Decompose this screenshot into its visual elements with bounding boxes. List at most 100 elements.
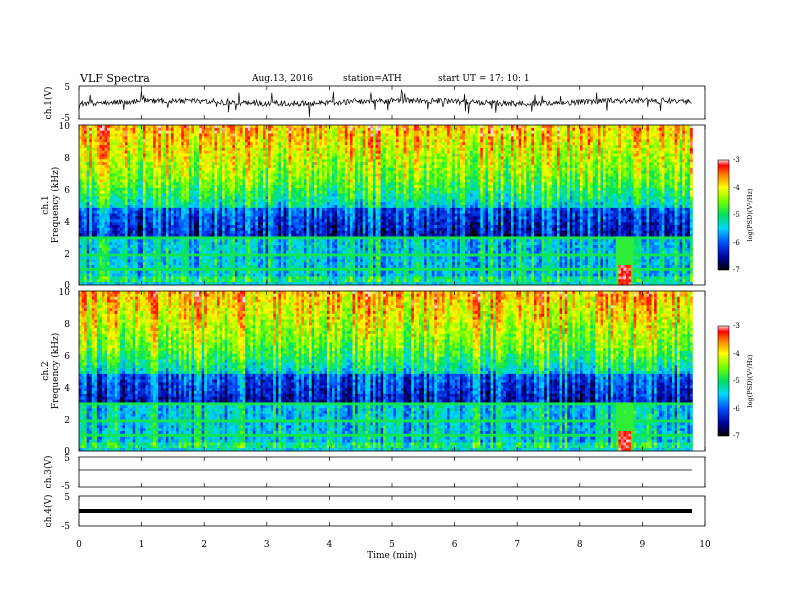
spectrogram-cell — [94, 194, 97, 197]
spectrogram-cell — [122, 236, 125, 239]
spectrogram-cell — [82, 131, 85, 134]
spectrogram-cell — [115, 136, 118, 139]
spectrogram-cell — [125, 125, 128, 128]
spectrogram-cell — [94, 154, 97, 157]
spectrogram-cell — [125, 268, 128, 271]
spectrogram-cell — [89, 208, 92, 211]
spectrogram-cell — [125, 279, 128, 282]
spectrogram-cell — [107, 154, 110, 157]
spectrogram-cell — [115, 208, 118, 211]
spectrogram-cell — [128, 131, 131, 134]
spectrogram-cell — [117, 188, 120, 191]
spectrogram-cell — [130, 251, 133, 254]
spectrogram-cell — [84, 134, 87, 137]
spectrogram-cell — [115, 151, 118, 154]
spectrogram-cell — [92, 239, 95, 242]
spectrogram-cell — [110, 191, 113, 194]
spectrogram-cell — [84, 136, 87, 139]
spectrogram-cell — [87, 194, 90, 197]
spectrogram-cell — [94, 136, 97, 139]
spectrogram-cell — [128, 151, 131, 154]
spectrogram-cell — [99, 174, 102, 177]
spectrogram-cell — [122, 239, 125, 242]
spectrogram-cell — [87, 182, 90, 185]
spectrogram-cell — [87, 231, 90, 234]
spectrogram-cell — [130, 174, 133, 177]
spectrogram-cell — [107, 156, 110, 159]
spectrogram-cell — [110, 216, 113, 219]
spectrogram-cell — [117, 245, 120, 248]
spectrogram-cell — [94, 191, 97, 194]
spectrogram-cell — [107, 194, 110, 197]
spectrogram-cell — [110, 262, 113, 265]
spectrogram-cell — [92, 191, 95, 194]
spectrogram-cell — [130, 256, 133, 259]
spectrogram-cell — [112, 271, 115, 274]
spectrogram-cell — [92, 142, 95, 145]
spectrogram-cell — [94, 174, 97, 177]
spectrogram-cell — [117, 276, 120, 279]
spectrogram-cell — [117, 131, 120, 134]
spectrogram-cell — [89, 196, 92, 199]
spectrogram-cell — [112, 222, 115, 225]
spectrogram-cell — [115, 188, 118, 191]
spectrogram-cell — [130, 165, 133, 168]
spectrogram-cell — [117, 142, 120, 145]
spectrogram-cell — [122, 274, 125, 277]
spectrogram-cell — [92, 148, 95, 151]
spectrogram-cell — [97, 236, 100, 239]
spectrogram-cell — [89, 276, 92, 279]
spectrogram-cell — [107, 216, 110, 219]
spectrogram-cell — [82, 202, 85, 205]
spectrogram-cell — [97, 171, 100, 174]
spectrogram-cell — [115, 219, 118, 222]
spectrogram-cell — [79, 188, 82, 191]
spectrogram-cell — [105, 265, 108, 268]
spectrogram-cell — [112, 268, 115, 271]
spectrogram-cell — [125, 171, 128, 174]
spectrogram-cell — [125, 205, 128, 208]
spectrogram-cell — [105, 222, 108, 225]
spectrogram-cell — [102, 179, 105, 182]
spectrogram-cell — [125, 222, 128, 225]
spectrogram-cell — [120, 222, 123, 225]
spectrogram-cell — [120, 234, 123, 237]
spectrogram-cell — [99, 276, 102, 279]
spectrogram-cell — [79, 219, 82, 222]
spectrogram-cell — [99, 268, 102, 271]
spectrogram-cell — [130, 216, 133, 219]
spectrogram-cell — [102, 242, 105, 245]
spectrogram-cell — [97, 139, 100, 142]
spectrogram-cell — [130, 225, 133, 228]
spectrogram-cell — [130, 188, 133, 191]
spectrogram-cell — [115, 168, 118, 171]
spectrogram-cell — [82, 154, 85, 157]
spectrogram-cell — [115, 245, 118, 248]
spectrogram-cell — [99, 242, 102, 245]
spectrogram-cell — [117, 199, 120, 202]
spectrogram-cell — [105, 225, 108, 228]
spectrogram-cell — [79, 202, 82, 205]
spectrogram-cell — [97, 251, 100, 254]
spectrogram-cell — [128, 251, 131, 254]
spectrogram-cell — [97, 131, 100, 134]
spectrogram-cell — [89, 219, 92, 222]
spectrogram-cell — [84, 259, 87, 262]
spectrogram-cell — [112, 165, 115, 168]
spectrogram-cell — [94, 225, 97, 228]
spectrogram-cell — [128, 165, 131, 168]
spectrogram-cell — [115, 179, 118, 182]
spectrogram-cell — [115, 148, 118, 151]
spectrogram-cell — [128, 139, 131, 142]
spectrogram-cell — [84, 216, 87, 219]
spectrogram-cell — [79, 194, 82, 197]
spectrogram-cell — [102, 259, 105, 262]
spectrogram-cell — [128, 248, 131, 251]
spectrogram-cell — [120, 256, 123, 259]
spectrogram-cell — [130, 202, 133, 205]
spectrogram-cell — [102, 239, 105, 242]
spectrogram-cell — [87, 134, 90, 137]
spectrogram-cell — [97, 142, 100, 145]
spectrogram-cell — [79, 222, 82, 225]
spectrogram-cell — [82, 176, 85, 179]
